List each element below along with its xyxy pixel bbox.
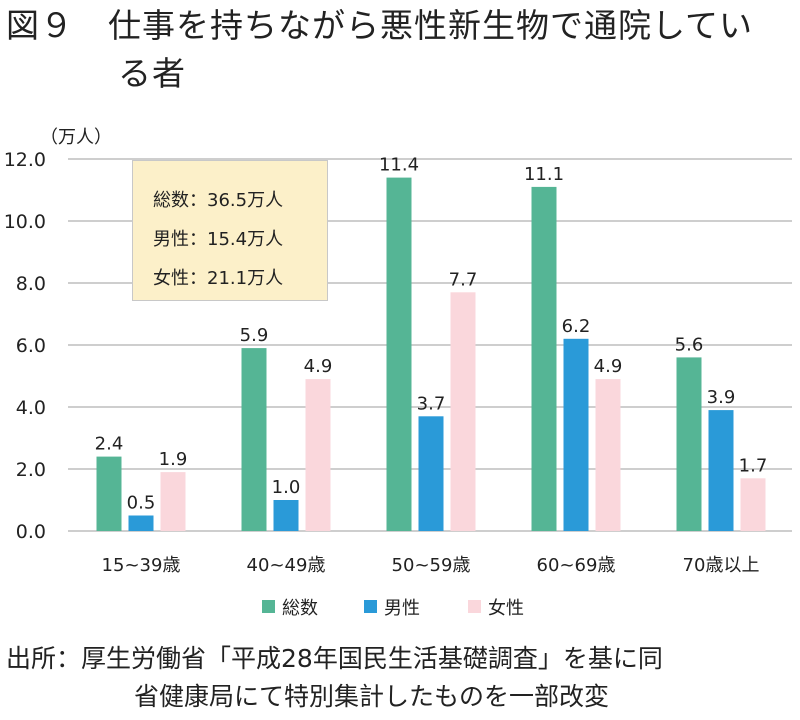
y-tick-label: 2.0 bbox=[16, 459, 46, 481]
bar-1 bbox=[386, 177, 412, 531]
x-tick-label: 60~69歳 bbox=[537, 555, 616, 576]
legend-swatch bbox=[468, 600, 481, 613]
y-tick-label: 0.0 bbox=[16, 521, 46, 543]
data-label: 2.4 bbox=[95, 434, 124, 455]
data-label: 11.1 bbox=[524, 164, 564, 185]
x-tick-label: 50~59歳 bbox=[392, 555, 471, 576]
data-label: 4.9 bbox=[304, 356, 333, 377]
legend-label: 総数 bbox=[282, 598, 318, 619]
bar-chart: （万人） 0.0 2.0 4.0 6.0 8.0 10.0 12.0 2.4 0.5 1.9 15~3… bbox=[4, 127, 792, 619]
y-tick-label: 10.0 bbox=[4, 211, 46, 233]
annotation-female: 女性：21.1万人 bbox=[153, 268, 284, 289]
data-label: 11.4 bbox=[379, 155, 419, 176]
bar-3 bbox=[160, 472, 186, 531]
title-line-1: 図９ 仕事を持ちながら悪性新生物で通院してい bbox=[6, 6, 754, 45]
legend-label: 男性 bbox=[384, 598, 420, 619]
bar-1 bbox=[241, 348, 267, 531]
bar-2 bbox=[563, 338, 589, 531]
legend-swatch bbox=[262, 600, 275, 613]
bar-1 bbox=[531, 186, 557, 531]
x-tick-label: 40~49歳 bbox=[247, 555, 326, 576]
data-label: 1.9 bbox=[159, 449, 188, 470]
legend-swatch bbox=[364, 600, 377, 613]
y-tick-label: 6.0 bbox=[16, 335, 46, 357]
data-label: 1.0 bbox=[272, 477, 301, 498]
data-label: 3.7 bbox=[417, 393, 446, 414]
bar-2 bbox=[273, 500, 299, 531]
source-note: 出所：厚生労働省「平成28年国民生活基礎調査」を基に同 省健康局にて特別集計した… bbox=[6, 640, 663, 716]
data-label: 0.5 bbox=[127, 493, 156, 514]
bar-2 bbox=[708, 410, 734, 531]
source-line-1: 出所：厚生労働省「平成28年国民生活基礎調査」を基に同 bbox=[6, 644, 663, 673]
bar-2 bbox=[128, 515, 154, 531]
chart-title: 図９ 仕事を持ちながら悪性新生物で通院してい る者 bbox=[6, 2, 753, 98]
totals-annotation-box: 総数：36.5万人 男性：15.4万人 女性：21.1万人 bbox=[132, 160, 328, 301]
x-tick-label: 15~39歳 bbox=[102, 555, 181, 576]
data-label: 5.6 bbox=[675, 334, 704, 355]
bar-3 bbox=[740, 478, 766, 531]
bar-3 bbox=[595, 379, 621, 531]
data-label: 7.7 bbox=[449, 269, 478, 290]
title-line-2: る者 bbox=[118, 54, 186, 93]
y-tick-label: 8.0 bbox=[16, 273, 46, 295]
data-label: 5.9 bbox=[240, 325, 269, 346]
x-tick-label: 70歳以上 bbox=[683, 555, 760, 576]
y-tick-label: 12.0 bbox=[4, 149, 46, 171]
data-label: 1.7 bbox=[739, 455, 768, 476]
bar-2 bbox=[418, 416, 444, 531]
bar-1 bbox=[676, 357, 702, 531]
annotation-male: 男性：15.4万人 bbox=[153, 229, 284, 250]
data-label: 4.9 bbox=[594, 356, 623, 377]
data-label: 6.2 bbox=[562, 316, 591, 337]
source-line-2: 省健康局にて特別集計したものを一部改変 bbox=[134, 682, 610, 711]
data-label: 3.9 bbox=[707, 387, 736, 408]
bar-1 bbox=[96, 456, 122, 531]
y-tick-label: 4.0 bbox=[16, 397, 46, 419]
annotation-total: 総数：36.5万人 bbox=[153, 190, 284, 211]
y-unit-label: （万人） bbox=[40, 127, 112, 148]
bar-3 bbox=[450, 292, 476, 531]
legend-label: 女性 bbox=[488, 598, 524, 619]
bar-3 bbox=[305, 379, 331, 531]
